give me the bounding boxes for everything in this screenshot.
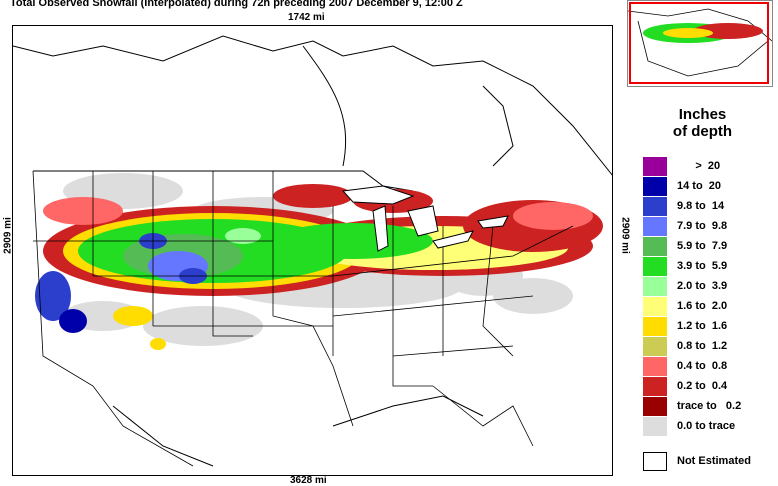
map-title: Total Observed Snowfall (Interpolated) d… — [10, 0, 463, 9]
legend-label: 2.0 to 3.9 — [677, 280, 728, 292]
inset-canvas — [628, 2, 772, 84]
legend-title-line1: Inches — [678, 106, 727, 123]
legend-swatch — [643, 357, 667, 376]
overview-inset-map[interactable] — [627, 0, 773, 87]
legend-label: 0.0 to trace — [677, 420, 736, 432]
state-lines — [32, 170, 574, 467]
legend-label: 14 to 20 — [677, 180, 722, 192]
bottom-width-label: 3628 mi — [290, 475, 327, 486]
legend-title-line2: of depth — [672, 123, 733, 140]
not-estimated-swatch — [643, 452, 667, 471]
legend-swatch — [643, 317, 667, 336]
great-lakes — [341, 185, 509, 252]
legend-title: Inches of depth — [640, 106, 765, 140]
legend-label: 9.8 to 14 — [677, 200, 725, 212]
legend-swatch — [643, 177, 667, 196]
snowfall-map[interactable] — [12, 25, 613, 476]
legend-swatch — [643, 237, 667, 256]
map-canvas — [13, 26, 612, 475]
legend-swatch — [643, 277, 667, 296]
legend-label: > 20 — [677, 160, 721, 172]
legend-label: 5.9 to 7.9 — [677, 240, 728, 252]
top-width-label: 1742 mi — [288, 12, 325, 23]
legend-label: 0.2 to 0.4 — [677, 380, 728, 392]
legend-swatch — [643, 217, 667, 236]
legend-swatch — [643, 157, 667, 176]
legend-label: 7.9 to 9.8 — [677, 220, 728, 232]
legend-label: trace to 0.2 — [677, 400, 742, 412]
legend-swatch — [643, 257, 667, 276]
legend-swatch — [643, 297, 667, 316]
legend-label: 1.2 to 1.6 — [677, 320, 728, 332]
right-height-label: 2909 mi — [619, 217, 631, 254]
legend-swatch — [643, 377, 667, 396]
legend-label: 3.9 to 5.9 — [677, 260, 728, 272]
legend-swatch — [643, 337, 667, 356]
legend-label: 0.4 to 0.8 — [677, 360, 728, 372]
legend-swatch — [643, 197, 667, 216]
not-estimated-label: Not Estimated — [677, 455, 751, 467]
legend-swatch — [643, 417, 667, 436]
legend-label: 0.8 to 1.2 — [677, 340, 728, 352]
legend-label: 1.6 to 2.0 — [677, 300, 728, 312]
legend-swatch — [643, 397, 667, 416]
